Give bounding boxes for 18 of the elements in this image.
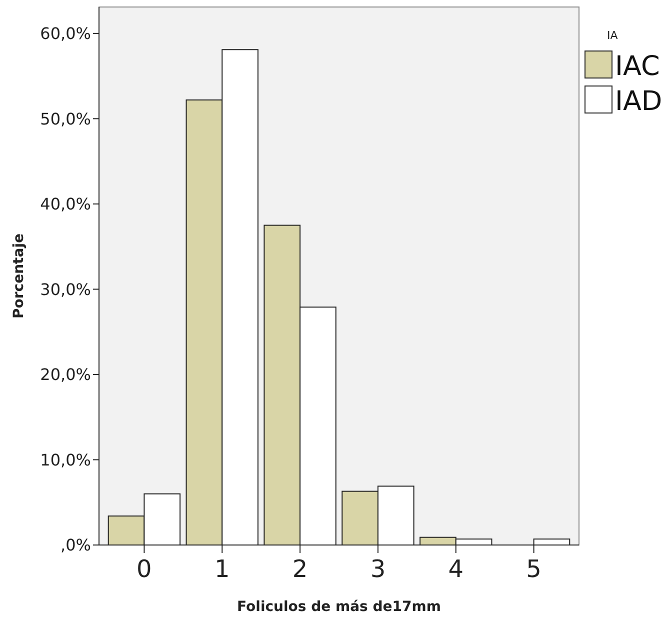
x-tick-label: 5 xyxy=(526,555,542,583)
x-tick-label: 0 xyxy=(136,555,152,583)
x-tick-label: 3 xyxy=(370,555,386,583)
legend-label: IAD xyxy=(615,86,662,117)
y-axis-title: Porcentaje xyxy=(11,234,27,318)
y-tick-label: 50,0% xyxy=(40,109,91,128)
x-axis-title: Foliculos de más de17mm xyxy=(237,599,441,615)
y-tick-label: 10,0% xyxy=(40,450,91,470)
y-tick-label: 40,0% xyxy=(40,194,91,214)
y-tick-label: 30,0% xyxy=(40,280,91,299)
x-tick-label: 2 xyxy=(292,555,308,583)
y-tick-label: 60,0% xyxy=(40,24,91,44)
legend-label: IAC xyxy=(615,51,660,82)
legend-title: IA xyxy=(607,29,618,42)
y-tick-label: ,0% xyxy=(60,536,91,555)
y-tick-label: 20,0% xyxy=(40,365,91,384)
x-tick-label: 1 xyxy=(214,555,230,583)
x-tick-label: 4 xyxy=(448,555,464,583)
